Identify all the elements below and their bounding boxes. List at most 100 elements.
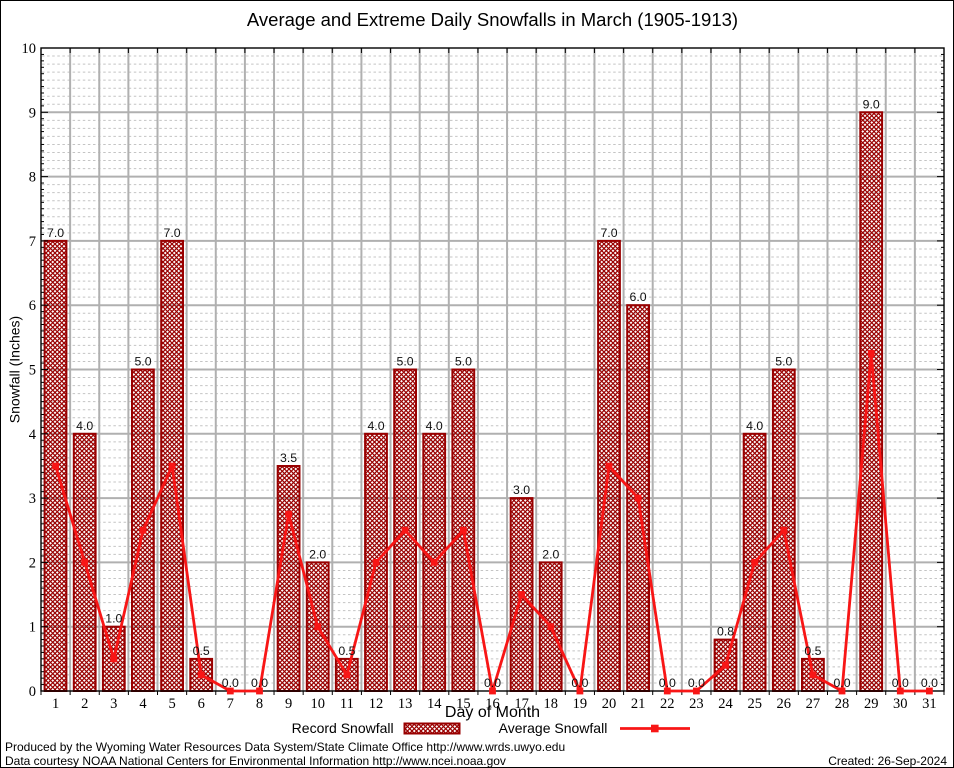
x-tick-30: 30 [893,696,908,712]
bar-day-29 [859,111,884,693]
marker-day-23 [693,687,700,695]
marker-day-13 [401,526,409,534]
bar-label-day-17: 3.0 [513,483,530,497]
bar-label-day-15: 5.0 [455,355,472,369]
chart-legend: Record Snowfall Average Snowfall [41,720,944,736]
bar-label-day-24: 0.8 [717,625,734,639]
bar-label-day-11: 0.5 [338,644,355,658]
bar-label-day-28: 0.0 [833,676,850,690]
marker-day-9 [285,510,292,518]
legend-average-snowfall-label: Average Snowfall [498,720,608,736]
y-tick-5: 5 [29,363,36,379]
bar-label-day-31: 0.0 [921,676,938,690]
marker-day-4 [139,526,147,534]
x-tick-26: 26 [777,696,792,712]
snowfall-chart-plot: 7.0 4.0 1.0 5.0 7.0 0.5 0.0 0.0 3.5 2.0 0.5 4.0 5.0 4… [22,41,945,712]
bar-label-day-3: 1.0 [105,612,122,626]
y-tick-7: 7 [29,234,36,250]
bar-label-day-23: 0.0 [688,676,705,690]
marker-day-24 [722,661,729,669]
bar-label-day-20: 7.0 [600,226,617,240]
marker-day-1 [52,462,59,470]
x-tick-13: 13 [398,696,413,712]
bar-value-labels: 7.0 4.0 1.0 5.0 7.0 0.5 0.0 0.0 3.5 2.0 0.5 4.0 5.0 4… [47,97,938,690]
marker-day-17 [518,591,525,598]
bar-label-day-12: 4.0 [367,419,384,433]
marker-day-31 [926,687,933,695]
x-tick-25: 25 [747,696,762,712]
chart-title: Average and Extreme Daily Snowfalls in M… [246,9,739,30]
x-tick-15: 15 [456,696,471,712]
footer-created-date: Created: 26-Sep-2024 [828,754,947,768]
y-tick-6: 6 [29,298,36,314]
bar-day-9 [276,465,301,692]
x-tick-14: 14 [427,696,442,712]
marker-day-29 [867,350,875,357]
y-tick-labels: 0 1 2 3 4 5 6 7 8 9 10 [22,41,37,700]
y-tick-2: 2 [29,555,36,571]
bar-label-day-13: 5.0 [397,355,414,369]
marker-day-7 [226,687,234,695]
x-tick-9: 9 [285,696,292,712]
bar-label-day-10: 2.0 [309,547,326,561]
x-tick-5: 5 [168,696,175,712]
x-tick-16: 16 [485,696,500,712]
marker-day-26 [780,526,788,534]
x-tick-12: 12 [369,696,384,712]
marker-day-30 [896,687,904,695]
x-tick-27: 27 [806,696,821,712]
y-tick-8: 8 [29,170,36,186]
marker-day-2 [81,559,89,566]
bar-label-day-29: 9.0 [863,97,880,111]
legend-record-snowfall-swatch [403,722,461,734]
x-tick-28: 28 [835,696,850,712]
x-tick-2: 2 [81,696,88,712]
marker-day-28 [838,687,846,695]
bar-label-day-7: 0.0 [222,676,239,690]
bar-label-day-27: 0.5 [804,644,821,658]
bar-label-day-21: 6.0 [630,290,647,304]
bar-label-day-6: 0.5 [193,644,210,658]
marker-day-5 [168,462,176,470]
x-tick-24: 24 [718,696,733,712]
x-tick-19: 19 [573,696,588,712]
x-tick-4: 4 [139,696,147,712]
y-tick-1: 1 [29,620,36,636]
x-tick-17: 17 [514,696,529,712]
marker-day-12 [372,559,380,566]
bar-label-day-22: 0.0 [659,676,676,690]
marker-day-18 [547,623,555,631]
bar-label-day-8: 0.0 [251,676,268,690]
legend-record-snowfall-label: Record Snowfall [291,720,394,736]
bar-label-day-1: 7.0 [47,226,64,240]
bar-label-day-19: 0.0 [571,676,588,690]
x-tick-22: 22 [660,696,675,712]
x-tick-labels: 1 2 3 4 5 6 7 8 9 10 11 12 13 14 15 16 17 18 19 20 21 22 23 24 2… [52,696,937,712]
bar-label-day-5: 7.0 [164,226,181,240]
marker-day-27 [809,671,817,679]
bar-label-day-14: 4.0 [426,419,443,433]
marker-day-14 [430,559,438,566]
x-tick-18: 18 [544,696,559,712]
bar-label-day-2: 4.0 [76,419,93,433]
x-tick-20: 20 [602,696,617,712]
y-tick-3: 3 [29,491,36,507]
marker-day-8 [256,687,263,695]
bar-label-day-16: 0.0 [484,676,501,690]
bar-label-day-26: 5.0 [775,355,792,369]
legend-average-snowfall-swatch [620,724,691,732]
marker-day-19 [576,687,584,695]
axis-ticks [40,47,945,695]
bar-label-day-18: 2.0 [542,547,559,561]
x-tick-31: 31 [922,696,937,712]
x-tick-1: 1 [52,696,59,712]
marker-day-16 [489,687,496,695]
marker-day-25 [751,559,759,566]
x-tick-10: 10 [310,696,325,712]
marker-day-15 [460,526,467,534]
x-axis-label: Day of Month [444,704,541,721]
x-tick-23: 23 [689,696,704,712]
y-tick-4: 4 [29,427,37,443]
x-tick-11: 11 [340,696,354,712]
